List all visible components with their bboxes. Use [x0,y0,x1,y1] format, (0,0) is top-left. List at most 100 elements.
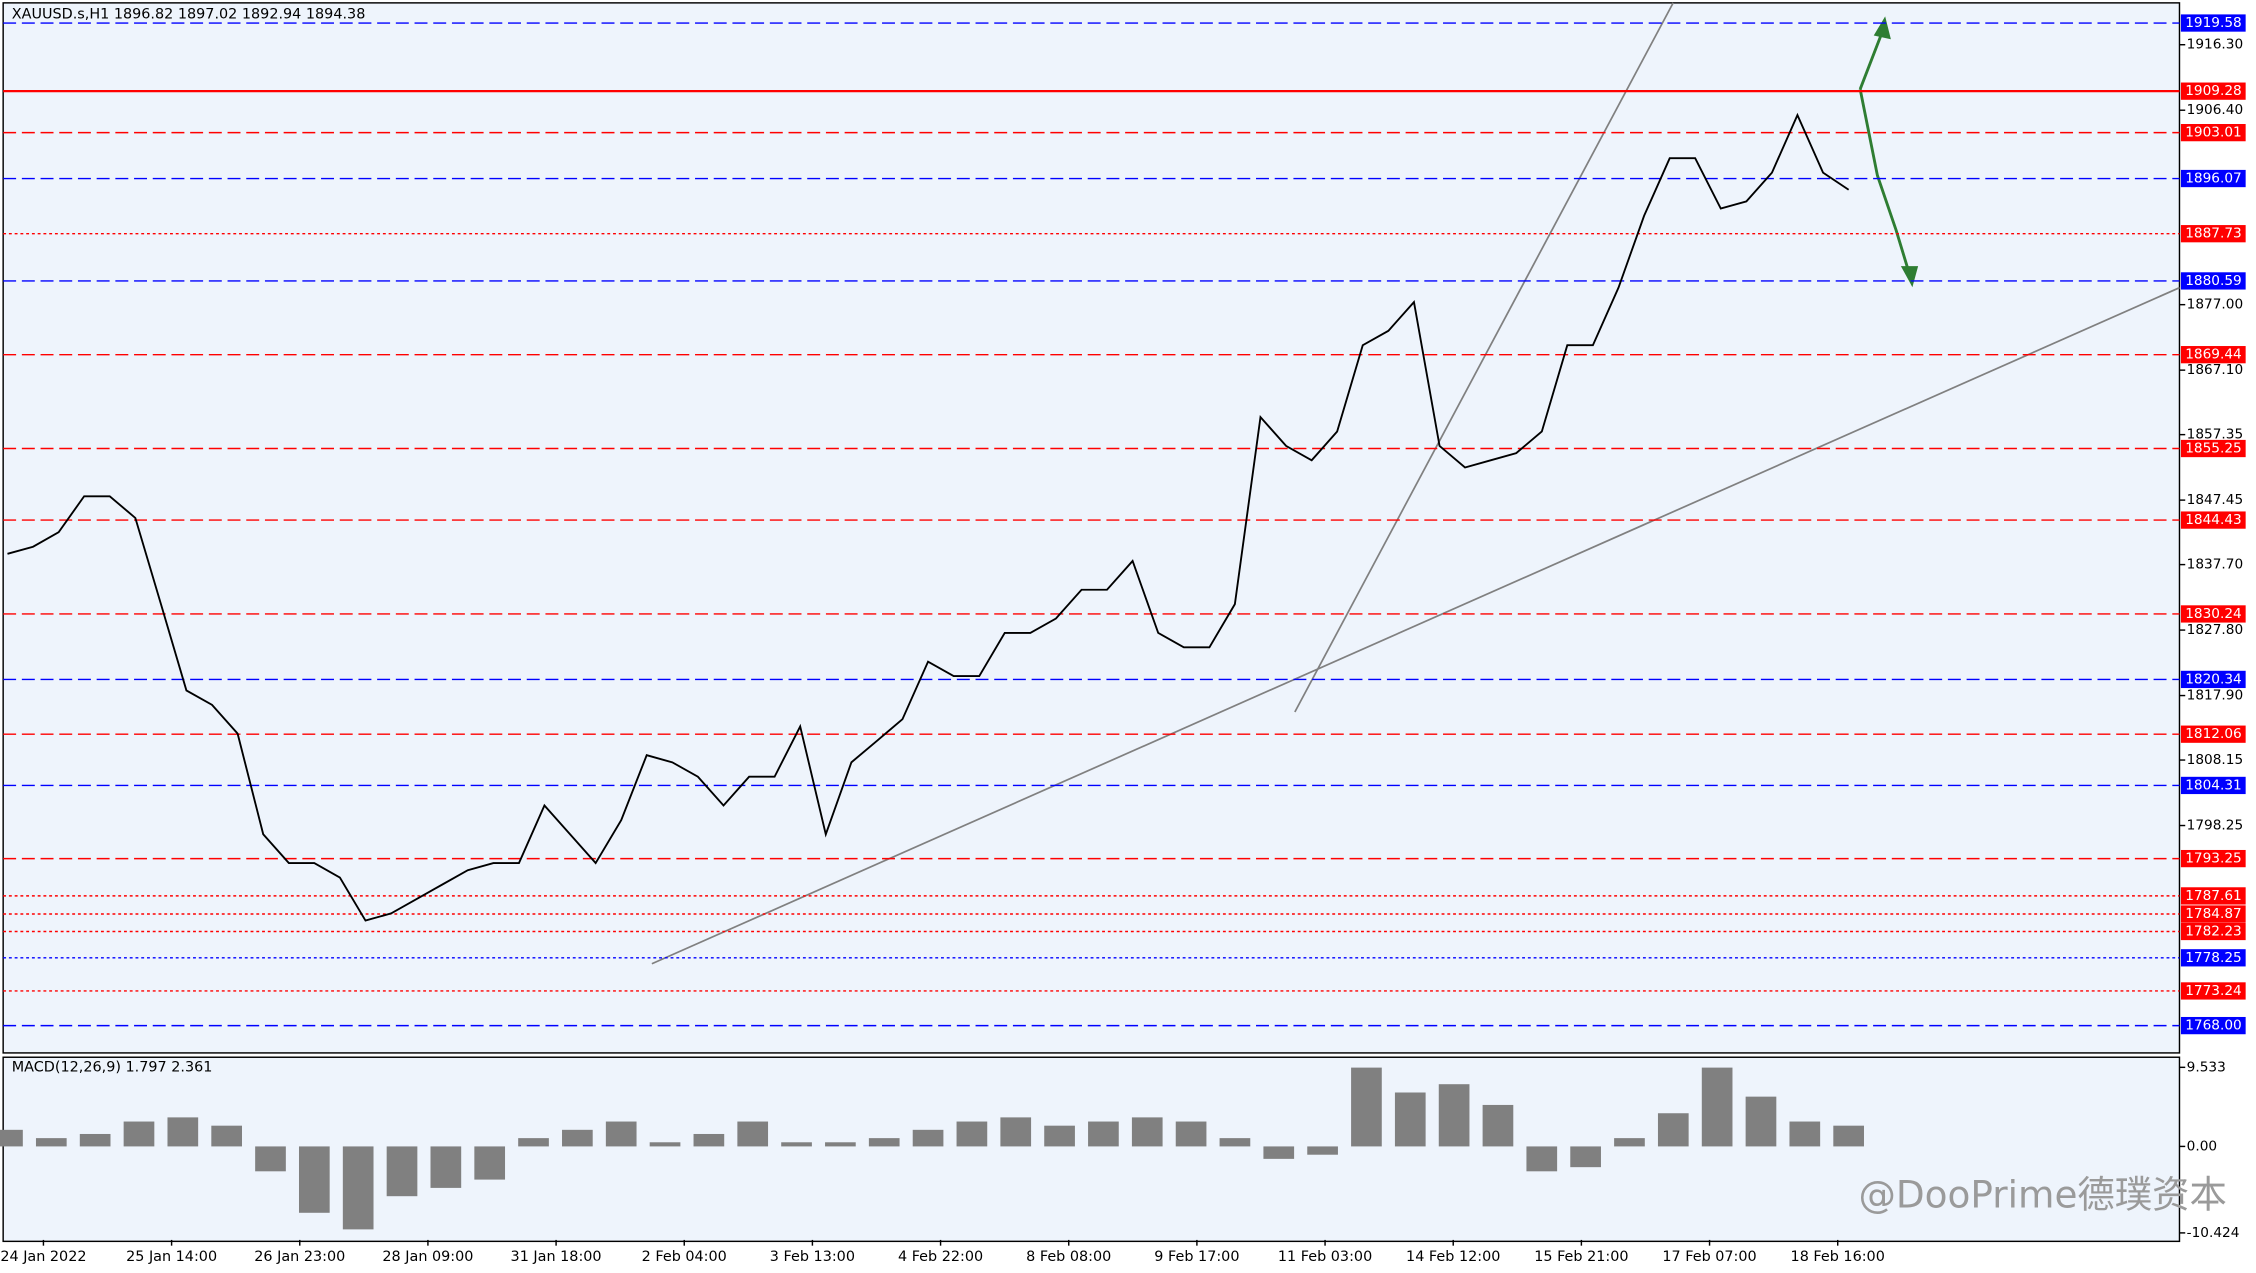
macd-bar [693,1133,725,1147]
level-label: 1903.01 [2185,125,2241,141]
level-label: 1773.24 [2185,983,2241,999]
macd-bar [1351,1067,1382,1147]
macd-bar [1307,1146,1338,1155]
level-label: 1909.28 [2185,83,2241,99]
level-tag [2180,225,2246,243]
trend-line [651,286,2180,965]
arrow [1858,88,1912,279]
x-tick-label: 28 Jan 09:00 [382,1249,473,1265]
watermark: @DooPrime德璞资本 [1859,1172,2227,1216]
x-tick-label: 3 Feb 13:00 [770,1249,855,1265]
macd-bar [1657,1113,1689,1147]
macd-bar [737,1121,769,1147]
chart-title: XAUUSD.s,H1 1896.82 1897.02 1892.94 1894… [12,6,366,22]
macd-bar [1745,1096,1777,1147]
x-tick-label: 8 Feb 08:00 [1026,1249,1111,1265]
level-label: 1784.87 [2185,906,2241,922]
macd-bar [167,1117,199,1147]
y-tick-label: 1877.00 [2187,297,2243,313]
macd-bar [1131,1117,1163,1147]
y-tick-label: 1827.80 [2187,622,2243,638]
macd-bar [342,1146,374,1230]
forecast-arrows [1858,16,1919,288]
level-tag [2180,272,2246,290]
x-tick-label: 17 Feb 07:00 [1662,1249,1756,1265]
level-label: 1778.25 [2185,950,2241,966]
x-tick-label: 4 Feb 22:00 [898,1249,983,1265]
macd-bar [649,1142,681,1147]
level-label: 1768.00 [2185,1018,2241,1034]
level-label: 1793.25 [2185,851,2241,867]
level-tag [2180,14,2246,32]
macd-bar [1614,1138,1645,1147]
level-tag [2180,439,2246,458]
level-label: 1869.44 [2185,347,2241,363]
y-tick-label: 9.533 [2187,1059,2226,1075]
x-tick-label: 15 Feb 21:00 [1534,1249,1628,1265]
y-tick-label: 1808.15 [2187,752,2243,768]
level-tag [2180,670,2246,689]
level-tag [2180,905,2246,923]
macd-bar [79,1133,111,1147]
macd-bar [474,1146,506,1180]
level-label: 1880.59 [2185,273,2241,289]
level-tag [2180,776,2246,795]
macd-bar [605,1121,637,1147]
x-tick-label: 24 Jan 2022 [0,1249,86,1265]
y-tick-label: 1837.70 [2187,557,2243,573]
x-tick-label: 11 Feb 03:00 [1278,1249,1372,1265]
macd-bar [1833,1125,1864,1147]
y-tick-label: 1847.45 [2187,492,2243,508]
level-tag [2180,949,2246,967]
price-line [7,112,1850,922]
level-tag [2180,169,2246,188]
level-tag [2180,123,2246,142]
level-label: 1887.73 [2185,226,2241,242]
level-tag [2180,849,2246,868]
level-tag [2180,887,2246,905]
macd-bar [1701,1067,1733,1147]
level-label: 1844.43 [2185,512,2241,528]
macd-bar [912,1129,944,1147]
level-tag [2180,82,2246,100]
x-tick-label: 14 Feb 12:00 [1406,1249,1500,1265]
macd-bar [868,1138,900,1147]
macd-bar [825,1142,856,1147]
level-tag [2180,982,2246,1000]
level-label: 1782.23 [2185,923,2241,939]
arrow-head [1873,16,1891,40]
macd-bar [1789,1121,1821,1147]
level-label: 1787.61 [2185,888,2241,904]
macd-bar [430,1146,462,1188]
y-tick-label: 1916.30 [2187,37,2243,53]
macd-bar [562,1129,593,1147]
y-tick-label: -10.424 [2187,1225,2240,1241]
macd-bar [518,1138,549,1147]
level-tag [2180,725,2246,743]
level-label: 1804.31 [2185,777,2241,793]
x-tick-label: 18 Feb 16:00 [1791,1249,1885,1265]
macd-bar [1526,1146,1558,1172]
macd-bar [1175,1121,1207,1147]
level-tag [2180,511,2246,529]
y-tick-label: 1857.35 [2187,427,2243,443]
y-tick-label: 1798.25 [2187,818,2243,834]
arrow-head [1900,266,1919,288]
y-tick-label: 1817.90 [2187,688,2243,704]
y-tick-label: 1906.40 [2187,102,2243,118]
macd-bar [1088,1121,1119,1147]
macd-title: MACD(12,26,9) 1.797 2.361 [12,1059,213,1075]
level-label: 1896.07 [2185,171,2241,187]
level-tag [2180,922,2246,941]
macd-bar [386,1146,418,1197]
level-tag [2180,1016,2246,1035]
macd-bar [211,1125,243,1147]
level-label: 1919.58 [2185,15,2241,31]
y-tick-label: 1867.10 [2187,362,2243,378]
macd-bar [298,1146,330,1213]
macd-bar [1482,1104,1514,1147]
macd-bar [956,1121,988,1147]
macd-bar [1219,1138,1251,1147]
